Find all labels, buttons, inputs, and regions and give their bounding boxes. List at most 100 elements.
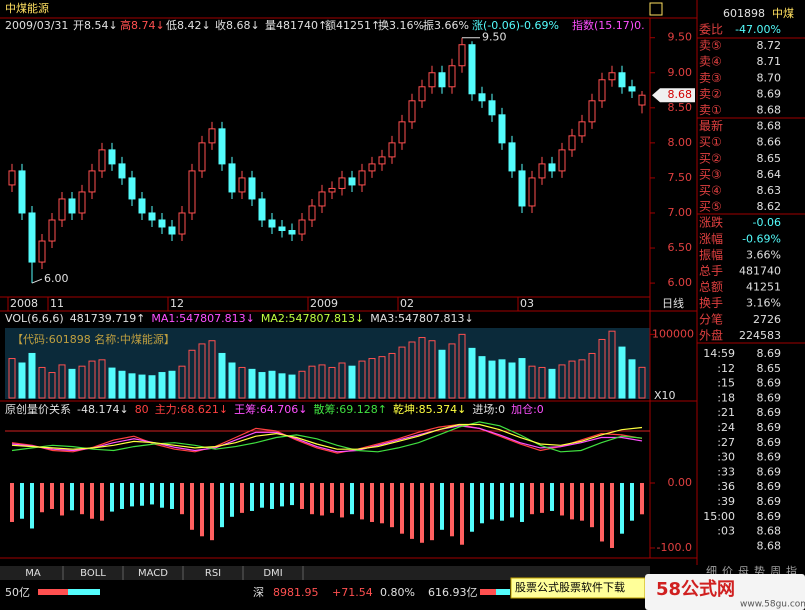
tab[interactable]: MACD — [138, 568, 168, 579]
tick-price: 8.69 — [757, 421, 782, 434]
candle-body — [198, 142, 206, 172]
candle-body — [98, 149, 106, 172]
volume-bar — [88, 360, 96, 399]
legend-entry: 散筹:69.128↑ — [314, 402, 387, 416]
side-footer-tab[interactable]: 周 — [770, 565, 781, 578]
volume-bar — [208, 340, 216, 399]
volume-bar — [238, 366, 246, 399]
side-value: 8.71 — [757, 55, 782, 68]
x-tick-label: 2009 — [310, 297, 338, 310]
tab[interactable]: BOLL — [80, 568, 106, 579]
candle-body — [88, 170, 96, 193]
indicator-bar — [90, 482, 94, 519]
tick-price: 8.69 — [757, 377, 782, 390]
side-label: 卖① — [699, 103, 722, 117]
volume-bar — [398, 346, 406, 399]
indicator-bar — [100, 482, 104, 521]
x-tick-label: 11 — [50, 297, 64, 310]
tab[interactable]: RSI — [205, 568, 221, 579]
side-footer-tab[interactable]: 价 — [722, 565, 733, 578]
quote-item: 2009/03/31 — [5, 19, 68, 32]
watermark-box — [645, 574, 805, 610]
volume-bar — [548, 368, 556, 399]
side-value: 8.66 — [757, 136, 782, 149]
volume-bar — [378, 356, 386, 399]
pin-icon[interactable] — [649, 2, 663, 16]
x-tick-label: 03 — [520, 297, 534, 310]
side-footer-tab[interactable]: 细 — [706, 565, 717, 578]
tab[interactable]: DMI — [263, 568, 282, 579]
indicator-bar — [510, 482, 514, 518]
watermark-logo: 58公式网 — [656, 578, 735, 600]
volume-bar — [488, 360, 496, 399]
tick-price: 8.69 — [757, 451, 782, 464]
indicator-line — [11, 423, 643, 454]
candle-body — [258, 198, 266, 221]
side-value: -0.06 — [753, 216, 781, 229]
volume-bar — [568, 360, 576, 399]
candle-body — [508, 142, 516, 172]
side-value: 8.62 — [757, 200, 782, 213]
x-tick-label: 2008 — [10, 297, 38, 310]
indicator-bar — [560, 482, 564, 516]
volume-bar — [198, 343, 206, 399]
indicator-bar — [600, 482, 604, 542]
indicator-bar — [50, 482, 54, 509]
candle-body — [8, 170, 16, 186]
candle-body — [608, 72, 616, 81]
tick-time: :33 — [717, 465, 735, 478]
side-label: 卖③ — [699, 71, 722, 85]
indicator-bar — [70, 482, 74, 511]
indicator-bar — [300, 482, 304, 509]
volume-header: MA3:547807.813↓ — [370, 312, 473, 325]
side-value: 8.72 — [757, 39, 782, 52]
quote-item: 额41251↑ — [325, 19, 380, 32]
volume-bar — [638, 366, 646, 399]
volume-bar — [438, 349, 446, 399]
volume-bar — [468, 347, 476, 399]
tick-time: :39 — [717, 495, 735, 508]
indicator-bar — [110, 482, 114, 512]
volume-bar — [308, 365, 316, 399]
legend-entry: 王筹:64.706↓ — [234, 402, 307, 416]
side-value: 8.68 — [757, 104, 782, 117]
volume-bar — [228, 362, 236, 399]
candle-body — [538, 163, 546, 179]
tick-price: 8.68 — [757, 539, 782, 552]
volume-bar — [558, 364, 566, 399]
side-footer-tab[interactable]: 势 — [754, 565, 765, 578]
tab[interactable]: MA — [25, 568, 41, 579]
side-footer-tab[interactable]: 母 — [738, 565, 749, 578]
tick-price: 8.69 — [757, 510, 782, 523]
volume-bar — [368, 358, 376, 399]
tick-price: 8.69 — [757, 391, 782, 404]
volume-bar — [68, 368, 76, 399]
side-value: 8.65 — [757, 152, 782, 165]
indicator-name: 原创量价关系 — [5, 402, 71, 416]
side-value: 481740 — [739, 265, 781, 278]
volume-bar — [48, 372, 56, 399]
ad-text[interactable]: 股票公式股票软件下载 — [515, 580, 625, 594]
candle-body — [68, 198, 76, 214]
indicator-bar — [320, 482, 324, 516]
side-footer-tab[interactable]: 指 — [786, 564, 797, 578]
indicator-bar — [580, 482, 584, 521]
volume-bar — [518, 358, 526, 399]
volume-bar — [428, 340, 436, 399]
volume-bar — [288, 374, 296, 399]
candle-body — [238, 177, 246, 193]
volume-bar — [608, 330, 616, 399]
volume-bar — [18, 362, 26, 399]
volume-bar — [8, 358, 16, 399]
side-value: 8.70 — [757, 71, 782, 84]
indicator-line — [11, 423, 643, 450]
side-label: 委比 — [699, 23, 723, 37]
candle-body — [308, 205, 316, 221]
volume-bar — [598, 338, 606, 399]
legend-entry: 乾坤:85.374↓ — [393, 402, 466, 416]
indicator-bar — [270, 482, 274, 509]
quote-item: 开8.54↓ — [73, 19, 118, 32]
candle-body — [148, 212, 156, 221]
indicator-bar — [390, 482, 394, 528]
status-pct: 0.80% — [380, 586, 415, 599]
